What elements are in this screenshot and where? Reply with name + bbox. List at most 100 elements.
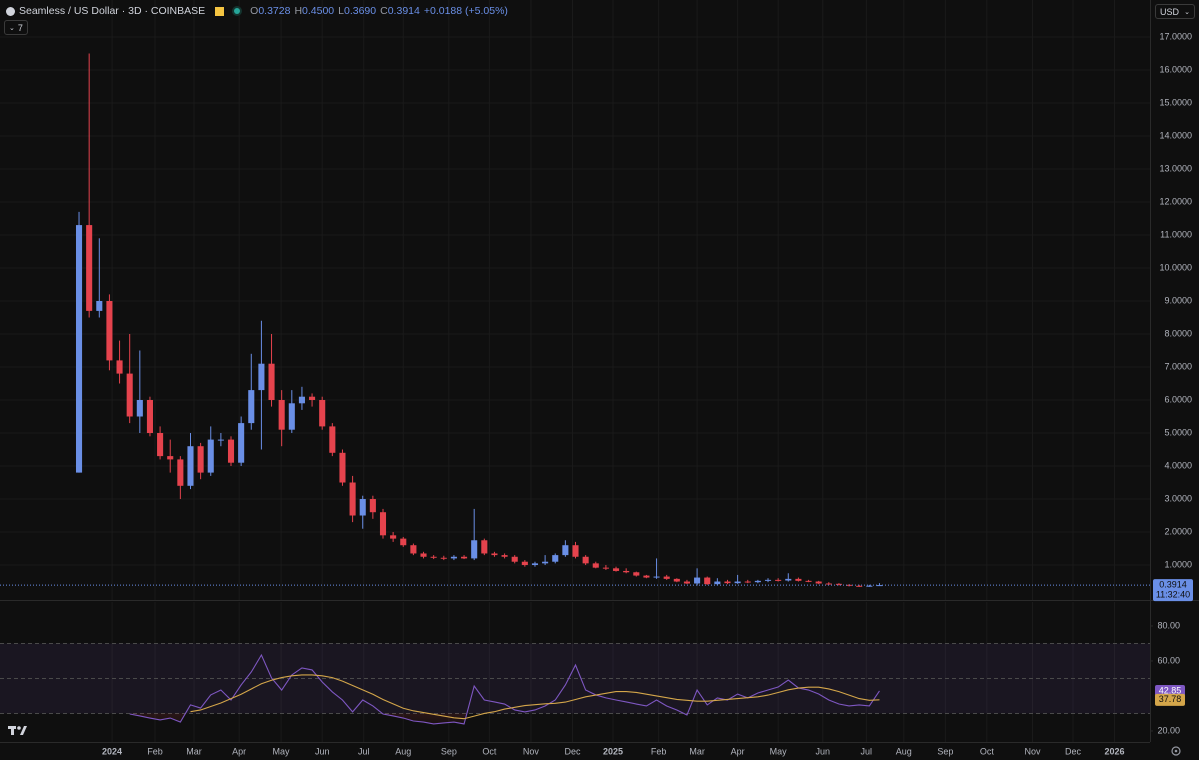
candle-body bbox=[805, 580, 812, 582]
x-tick-label: Sep bbox=[937, 746, 953, 756]
candle-body bbox=[400, 538, 407, 546]
candle-body bbox=[582, 556, 589, 564]
y-tick-label: 10.0000 bbox=[1159, 262, 1192, 272]
x-tick-label: Dec bbox=[564, 746, 581, 756]
currency-select[interactable]: USD ⌄ bbox=[1155, 4, 1195, 19]
candle-body bbox=[146, 400, 153, 434]
y-tick-label: 80.00 bbox=[1157, 620, 1180, 630]
y-tick-label: 2.0000 bbox=[1164, 526, 1192, 536]
ohlc-label: O bbox=[250, 5, 259, 17]
last-price-box bbox=[1153, 579, 1193, 602]
candle-body bbox=[694, 577, 701, 584]
x-tick-label: 2026 bbox=[1105, 746, 1125, 756]
candle-body bbox=[815, 581, 822, 584]
candle-body bbox=[298, 396, 305, 404]
y-tick-label: 7.0000 bbox=[1164, 361, 1192, 371]
candle-body bbox=[278, 400, 285, 430]
candle-body bbox=[673, 578, 680, 582]
countdown-label: 11:32:40 bbox=[1156, 589, 1190, 599]
y-tick-label: 12.0000 bbox=[1159, 196, 1192, 206]
y-tick-label: 5.0000 bbox=[1164, 427, 1192, 437]
candle-body bbox=[714, 581, 721, 585]
ohlc-value: 0.4500 bbox=[302, 5, 335, 17]
symbol-title[interactable]: Seamless / US Dollar · 3D · COINBASE bbox=[19, 5, 206, 17]
candle-body bbox=[511, 556, 518, 562]
chevron: ⌄ bbox=[9, 24, 15, 32]
candle-body bbox=[643, 575, 650, 578]
x-tick-label: Aug bbox=[395, 746, 411, 756]
candle-body bbox=[450, 556, 457, 559]
y-tick-label: 17.0000 bbox=[1159, 31, 1192, 41]
ohlc-label: C bbox=[380, 5, 388, 17]
candle-body bbox=[177, 459, 184, 486]
candle-body bbox=[369, 499, 376, 513]
y-tick-label: 8.0000 bbox=[1164, 328, 1192, 338]
candle-body bbox=[339, 452, 346, 483]
candle-body bbox=[704, 577, 711, 585]
candle-body bbox=[734, 581, 741, 584]
symbol-icon bbox=[6, 6, 15, 16]
y-tick-label: 16.0000 bbox=[1159, 64, 1192, 74]
y-tick-label: 6.0000 bbox=[1164, 394, 1192, 404]
flag-icon[interactable] bbox=[215, 6, 225, 16]
candle-body bbox=[268, 363, 275, 400]
y-tick-label: 20.00 bbox=[1157, 725, 1180, 735]
candle-body bbox=[481, 540, 488, 554]
indicator-line bbox=[129, 653, 880, 725]
x-tick-label: Jul bbox=[358, 746, 370, 756]
candle-body bbox=[633, 572, 640, 576]
x-tick-label: May bbox=[273, 746, 291, 756]
candle-body bbox=[106, 300, 113, 361]
candle-body bbox=[461, 556, 468, 559]
candle-body bbox=[288, 403, 295, 430]
price-change: +0.0188 (+5.05%) bbox=[423, 5, 508, 17]
currency: USD bbox=[1160, 6, 1180, 17]
candle-body bbox=[663, 576, 670, 579]
candle-body bbox=[329, 426, 336, 453]
candle-body bbox=[835, 583, 842, 585]
candle-body bbox=[197, 446, 204, 473]
candle-body bbox=[167, 456, 174, 460]
ohlc-item: C0.3914 bbox=[380, 5, 420, 17]
candle-body bbox=[248, 390, 255, 424]
x-tick-label: Nov bbox=[1024, 746, 1041, 756]
x-tick-label: May bbox=[770, 746, 788, 756]
candle-body bbox=[491, 553, 498, 556]
candle-body bbox=[75, 225, 83, 473]
x-tick-label: 2024 bbox=[102, 746, 122, 756]
candle-body bbox=[187, 446, 194, 486]
candle-body bbox=[521, 561, 528, 566]
ohlc-label: L bbox=[338, 5, 344, 17]
x-tick-label: Oct bbox=[482, 746, 497, 756]
x-tick-label: Jul bbox=[861, 746, 873, 756]
candle-body bbox=[349, 482, 356, 516]
legend-header: Seamless / US Dollar · 3D · COINBASE O 0.… bbox=[6, 4, 508, 18]
x-tick-label: Nov bbox=[523, 746, 540, 756]
candle-body bbox=[612, 568, 620, 571]
value-label: 42.85 bbox=[1159, 685, 1182, 695]
candle-body bbox=[795, 578, 802, 581]
candle-body bbox=[126, 373, 133, 417]
candle-body bbox=[157, 433, 164, 457]
x-tick-label: 2025 bbox=[603, 746, 623, 756]
y-tick-label: 4.0000 bbox=[1164, 460, 1192, 470]
candle-body bbox=[217, 439, 224, 441]
candle-body bbox=[866, 585, 873, 587]
candle-body bbox=[501, 555, 508, 557]
candle-body bbox=[592, 563, 599, 568]
settings-icon[interactable] bbox=[1171, 746, 1181, 756]
candle-body bbox=[440, 557, 447, 559]
candle-body bbox=[825, 583, 832, 585]
x-tick-label: Apr bbox=[232, 746, 246, 756]
candle-body bbox=[116, 360, 123, 374]
candle-body bbox=[683, 581, 690, 584]
candle-body bbox=[531, 563, 539, 566]
candle-body bbox=[471, 540, 478, 559]
x-tick-label: Apr bbox=[731, 746, 745, 756]
candle-body bbox=[744, 581, 751, 583]
indicators-toggle[interactable]: ⌄ 7 bbox=[4, 20, 28, 35]
y-tick-label: 11.0000 bbox=[1160, 229, 1192, 239]
